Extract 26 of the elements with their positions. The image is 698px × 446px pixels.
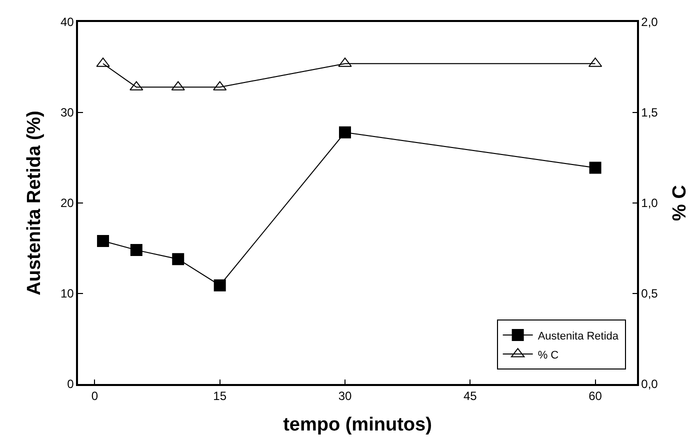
y2-tick-label: 1,0 (641, 196, 658, 210)
y-tick-label: 10 (60, 286, 74, 301)
y2-tick-label: 2,0 (641, 15, 658, 30)
x-tick-label: 30 (338, 389, 352, 404)
legend-label: Austenita Retida (538, 330, 620, 342)
point (172, 253, 184, 266)
x-tick-label: 45 (463, 389, 478, 404)
x-tick-label: 15 (213, 389, 227, 404)
y2-tick-label: 1,5 (641, 106, 658, 120)
y-tick-label: 20 (60, 196, 74, 210)
y-tick-label: 40 (60, 15, 74, 30)
point (214, 279, 226, 292)
x-tick-label: 60 (588, 389, 602, 404)
point (97, 235, 110, 248)
y-tick-label: 0 (67, 377, 74, 392)
legend-label: % C (538, 349, 559, 362)
x-tick-label: 0 (91, 389, 98, 404)
point (338, 126, 351, 138)
y2-tick-label: 0,0 (641, 377, 658, 392)
point (130, 244, 142, 256)
y2-tick-label: 0,5 (641, 286, 658, 301)
y-tick-label: 30 (60, 106, 74, 120)
x-axis-title: tempo (minutos) (283, 414, 432, 436)
point (589, 162, 602, 174)
y-axis-title: Austenita Retida (%) (24, 110, 45, 296)
y2-axis-title: % C (669, 184, 690, 221)
